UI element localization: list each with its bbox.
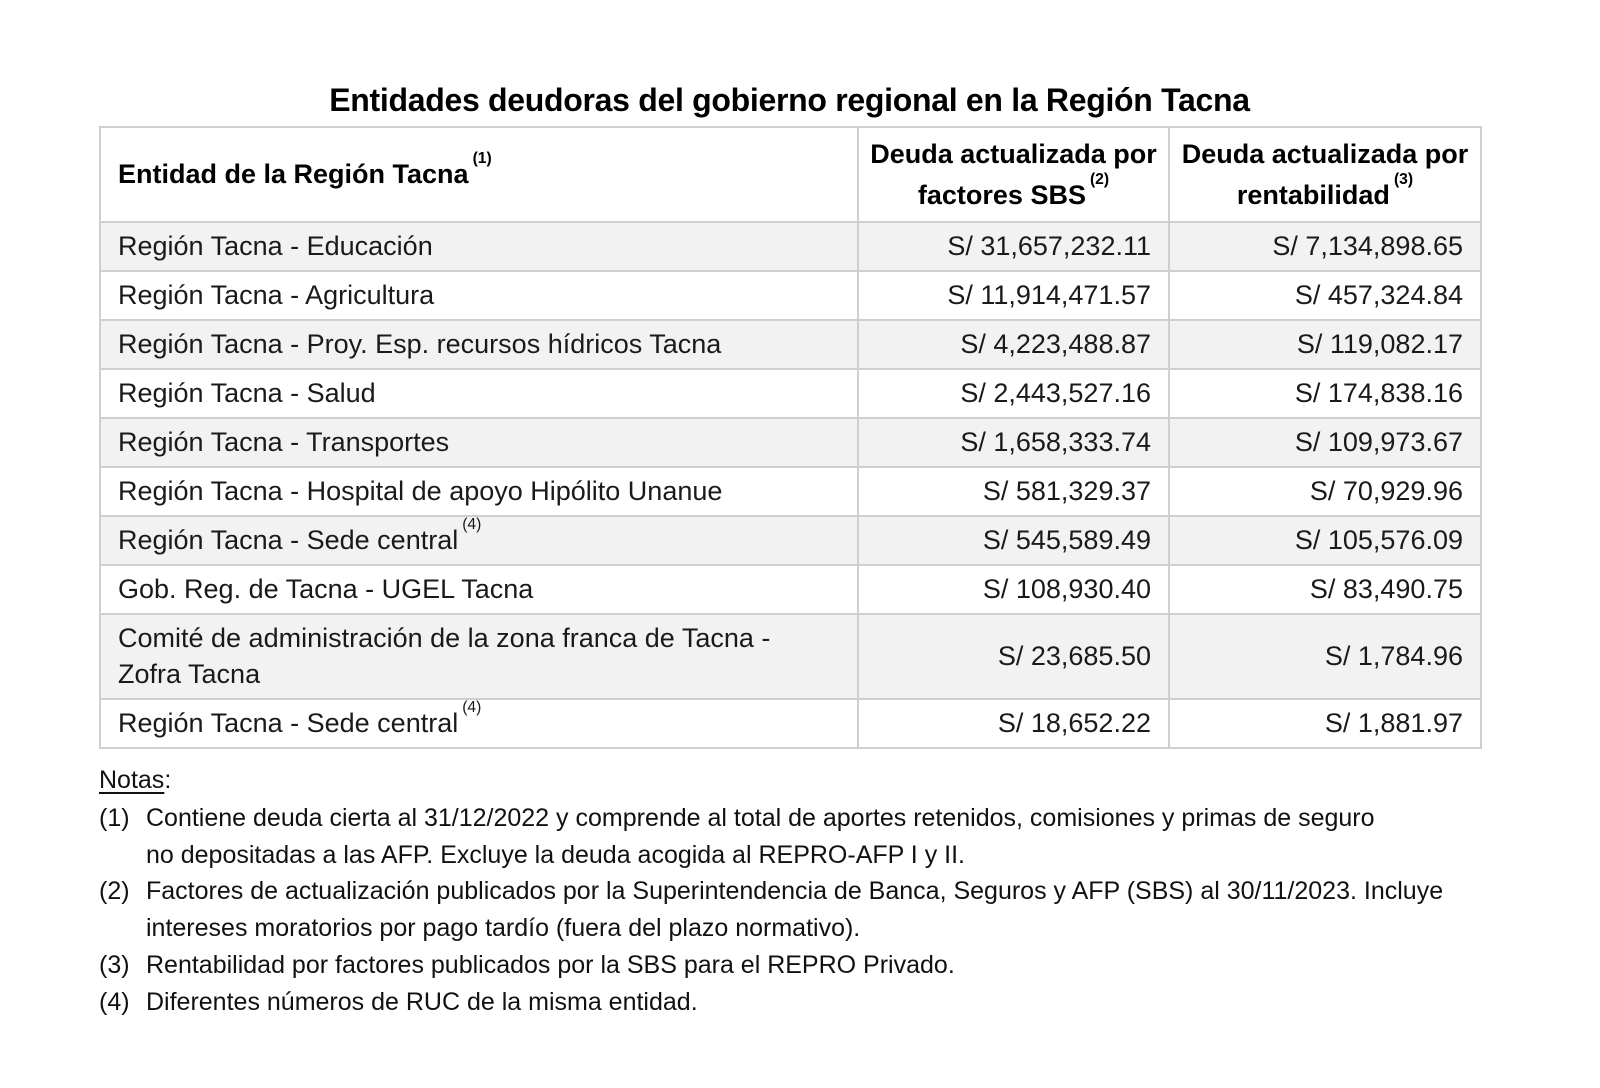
footnote-ref-3: (3): [1393, 170, 1414, 188]
rentabilidad-debt-cell: S/ 457,324.84: [1168, 270, 1482, 321]
note-number: (3): [99, 950, 130, 979]
table-row: Región Tacna - Sede central(4) S/ 545,58…: [99, 515, 1482, 566]
table-row: Región Tacna - Educación S/ 31,657,232.1…: [99, 221, 1482, 272]
table-row: Comité de administración de la zona fran…: [99, 613, 1482, 700]
table-row: Región Tacna - Hospital de apoyo Hipólit…: [99, 466, 1482, 517]
entity-label: Región Tacna - Hospital de apoyo Hipólit…: [118, 475, 723, 506]
rentabilidad-debt-cell: S/ 83,490.75: [1168, 564, 1482, 615]
rentabilidad-debt-cell: S/ 1,784.96: [1168, 613, 1482, 700]
entity-label: Región Tacna - Sede central: [118, 524, 459, 555]
entity-label: Región Tacna - Agricultura: [118, 279, 435, 310]
sbs-debt-cell: S/ 31,657,232.11: [857, 221, 1170, 272]
table-header-row: Entidad de la Región Tacna(1) Deuda actu…: [99, 126, 1482, 223]
table-row: Región Tacna - Salud S/ 2,443,527.16 S/ …: [99, 368, 1482, 419]
note-item: (3) Rentabilidad por factores publicados…: [99, 947, 1571, 984]
rentabilidad-debt-cell: S/ 7,134,898.65: [1168, 221, 1482, 272]
sbs-debt-cell: S/ 18,652.22: [857, 698, 1170, 749]
table-row: Región Tacna - Transportes S/ 1,658,333.…: [99, 417, 1482, 468]
column-header-rentabilidad: Deuda actualizada por rentabilidad(3): [1168, 126, 1482, 223]
footnote-ref-1: (1): [472, 150, 492, 168]
notes-heading-label: Notas: [99, 766, 165, 794]
entity-label: Región Tacna - Educación: [118, 230, 433, 261]
rentabilidad-debt-cell: S/ 1,881.97: [1168, 698, 1482, 749]
entity-label: Región Tacna - Transportes: [118, 426, 450, 457]
notes-section: Notas: (1) Contiene deuda cierta al 31/1…: [99, 762, 1571, 1020]
sbs-debt-cell: S/ 581,329.37: [857, 466, 1170, 517]
column-header-entity-label: Entidad de la Región Tacna: [118, 159, 469, 189]
note-text: Rentabilidad por factores publicados por…: [146, 950, 955, 979]
sbs-debt-cell: S/ 11,914,471.57: [857, 270, 1170, 321]
debt-table: Entidad de la Región Tacna(1) Deuda actu…: [99, 126, 1482, 749]
note-number: (2): [99, 877, 130, 906]
rentabilidad-debt-cell: S/ 109,973.67: [1168, 417, 1482, 468]
rentabilidad-debt-cell: S/ 105,576.09: [1168, 515, 1482, 566]
column-header-entity: Entidad de la Región Tacna(1): [99, 126, 859, 223]
footnote-ref-4: (4): [462, 699, 482, 717]
entity-cell: Región Tacna - Sede central(4): [99, 515, 859, 566]
entity-label: Región Tacna - Sede central: [118, 707, 459, 738]
rentabilidad-debt-cell: S/ 70,929.96: [1168, 466, 1482, 517]
entity-cell: Región Tacna - Proy. Esp. recursos hídri…: [99, 319, 859, 370]
note-text: Diferentes números de RUC de la misma en…: [146, 987, 698, 1016]
column-header-sbs-label: Deuda actualizada por factores SBS: [870, 139, 1157, 210]
table-row: Región Tacna - Proy. Esp. recursos hídri…: [99, 319, 1482, 370]
note-text: Contiene deuda cierta al 31/12/2022 y co…: [146, 803, 1375, 869]
table-row: Región Tacna - Agricultura S/ 11,914,471…: [99, 270, 1482, 321]
entity-cell: Región Tacna - Educación: [99, 221, 859, 272]
rentabilidad-debt-cell: S/ 119,082.17: [1168, 319, 1482, 370]
entity-cell: Región Tacna - Hospital de apoyo Hipólit…: [99, 466, 859, 517]
note-item: (1) Contiene deuda cierta al 31/12/2022 …: [99, 800, 1571, 874]
sbs-debt-cell: S/ 545,589.49: [857, 515, 1170, 566]
entity-cell: Región Tacna - Transportes: [99, 417, 859, 468]
entity-label: Comité de administración de la zona fran…: [118, 623, 771, 689]
note-text: Factores de actualización publicados por…: [146, 877, 1444, 942]
rentabilidad-debt-cell: S/ 174,838.16: [1168, 368, 1482, 419]
entity-cell: Región Tacna - Agricultura: [99, 270, 859, 321]
entity-label: Región Tacna - Proy. Esp. recursos hídri…: [118, 328, 722, 359]
notes-heading-colon: :: [164, 766, 172, 794]
sbs-debt-cell: S/ 2,443,527.16: [857, 368, 1170, 419]
entity-cell: Gob. Reg. de Tacna - UGEL Tacna: [99, 564, 859, 615]
table-row: Región Tacna - Sede central(4) S/ 18,652…: [99, 698, 1482, 749]
page-title: Entidades deudoras del gobierno regional…: [329, 82, 1250, 118]
entity-cell: Comité de administración de la zona fran…: [99, 613, 859, 700]
note-item: (4) Diferentes números de RUC de la mism…: [99, 984, 1571, 1021]
document-content: Entidades deudoras del gobierno regional…: [99, 0, 1482, 1020]
note-item: (2) Factores de actualización publicados…: [99, 873, 1571, 947]
note-number: (1): [99, 803, 130, 832]
sbs-debt-cell: S/ 4,223,488.87: [857, 319, 1170, 370]
entity-label: Región Tacna - Salud: [118, 377, 376, 408]
column-header-sbs: Deuda actualizada por factores SBS(2): [857, 126, 1170, 223]
column-header-rentabilidad-label: Deuda actualizada por rentabilidad: [1181, 139, 1469, 210]
entity-cell: Región Tacna - Salud: [99, 368, 859, 419]
notes-heading: Notas:: [99, 762, 1571, 799]
sbs-debt-cell: S/ 108,930.40: [857, 564, 1170, 615]
entity-cell: Región Tacna - Sede central(4): [99, 698, 859, 749]
footnote-ref-2: (2): [1089, 170, 1110, 188]
table-row: Gob. Reg. de Tacna - UGEL Tacna S/ 108,9…: [99, 564, 1482, 615]
footnote-ref-4: (4): [462, 516, 482, 534]
sbs-debt-cell: S/ 1,658,333.74: [857, 417, 1170, 468]
entity-label: Gob. Reg. de Tacna - UGEL Tacna: [118, 573, 534, 604]
note-number: (4): [99, 987, 130, 1016]
sbs-debt-cell: S/ 23,685.50: [857, 613, 1170, 700]
